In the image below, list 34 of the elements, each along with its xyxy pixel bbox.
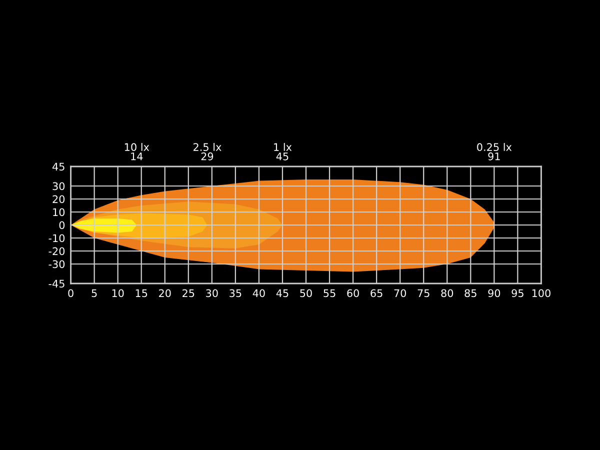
x-tick-label: 90 bbox=[488, 289, 500, 298]
y-tick-label: -45 bbox=[48, 280, 64, 288]
text: 10 lx 14 bbox=[124, 142, 150, 160]
text: 1 lx 45 bbox=[274, 142, 292, 160]
y-tick-label: 20 bbox=[52, 195, 65, 204]
x-tick-label: 10 bbox=[112, 289, 124, 298]
x-tick-label: 40 bbox=[252, 289, 265, 298]
y-tick-label: 0 bbox=[59, 221, 65, 230]
x-tick-label: 35 bbox=[230, 289, 242, 298]
x-tick-label: 5 bbox=[92, 289, 97, 298]
text: 0.25 lx 91 bbox=[477, 142, 512, 160]
x-tick-label: 20 bbox=[159, 289, 171, 298]
x-tick-label: 50 bbox=[300, 289, 312, 298]
x-tick-label: 70 bbox=[394, 289, 406, 298]
text: 2.5 lx 29 bbox=[194, 142, 222, 160]
y-tick-label: 10 bbox=[53, 208, 65, 216]
y-tick-label: 45 bbox=[52, 162, 64, 171]
x-tick-label: 25 bbox=[182, 289, 194, 298]
y-tick-label: -10 bbox=[48, 234, 65, 242]
x-tick-label: 15 bbox=[136, 289, 148, 298]
y-tick-label: -20 bbox=[48, 247, 65, 256]
x-tick-label: 45 bbox=[276, 289, 288, 298]
x-tick-label: 100 bbox=[532, 289, 550, 298]
x-tick-label: 30 bbox=[206, 289, 218, 298]
x-tick-label: 85 bbox=[464, 289, 476, 298]
x-tick-label: 95 bbox=[512, 289, 524, 298]
x-tick-label: 55 bbox=[324, 289, 336, 298]
x-tick-label: 80 bbox=[441, 289, 454, 298]
y-tick-label: 30 bbox=[52, 182, 65, 190]
x-tick-label: 65 bbox=[370, 289, 382, 298]
x-tick-label: 60 bbox=[347, 289, 359, 298]
y-tick-label: -30 bbox=[48, 260, 65, 268]
x-tick-label: 0 bbox=[68, 289, 74, 298]
x-tick-label: 75 bbox=[418, 289, 430, 298]
